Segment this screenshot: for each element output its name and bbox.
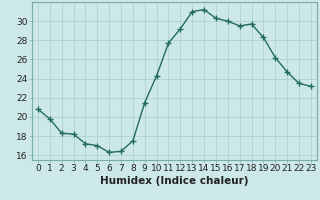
X-axis label: Humidex (Indice chaleur): Humidex (Indice chaleur) xyxy=(100,176,249,186)
